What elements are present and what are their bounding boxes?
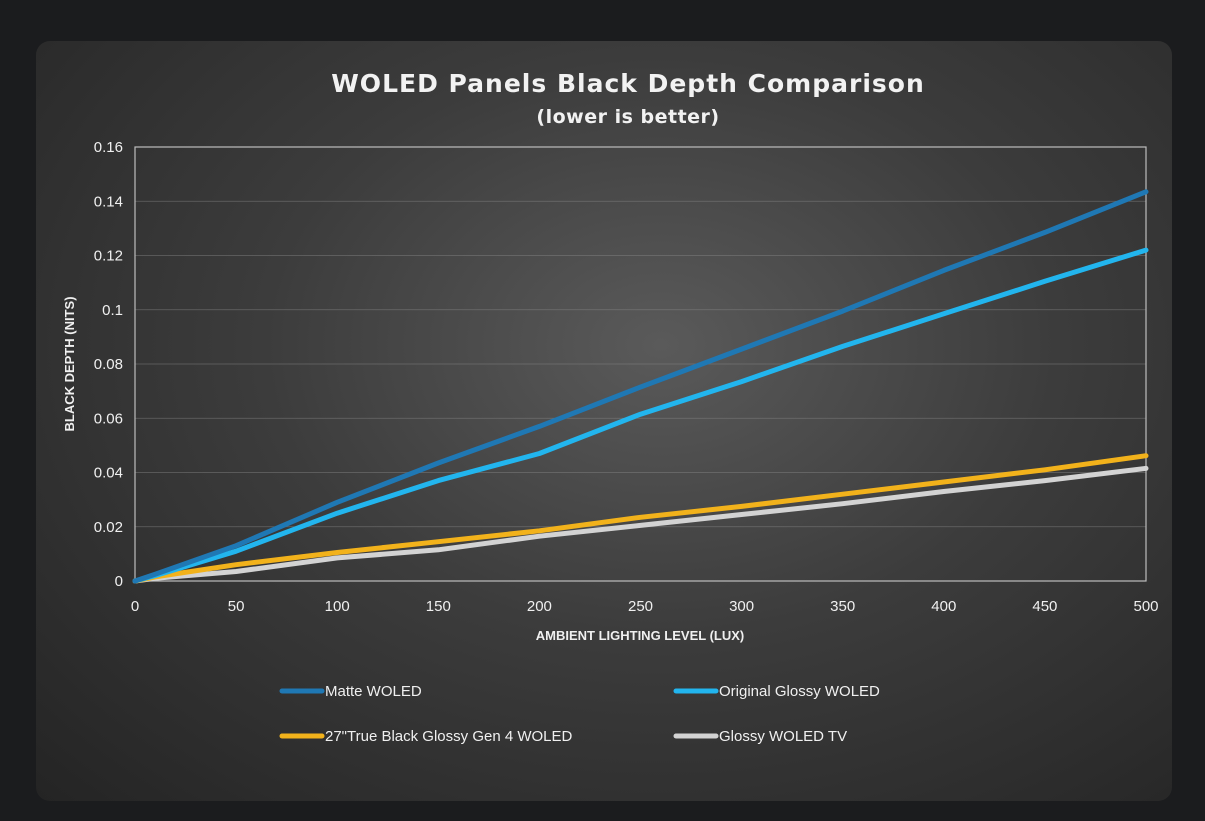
y-tick-label: 0 <box>115 573 123 590</box>
y-tick-labels: 0 0.02 0.04 0.06 0.08 0.1 0.12 0.14 0.16 <box>94 139 123 590</box>
legend-label-3: Glossy WOLED TV <box>719 728 847 745</box>
x-tick-label: 400 <box>931 598 956 615</box>
y-axis-label: BLACK DEPTH (NITS) <box>62 296 77 431</box>
y-tick-label: 0.02 <box>94 519 123 536</box>
series-layer <box>132 189 1149 584</box>
x-axis-label: AMBIENT LIGHTING LEVEL (LUX) <box>536 628 744 643</box>
chart-title: WOLED Panels Black Depth Comparison <box>331 69 925 98</box>
series-line-3 <box>132 465 1149 584</box>
chart-subtitle: (lower is better) <box>536 106 719 128</box>
plot-frame <box>134 146 1147 582</box>
series-line-1 <box>132 247 1149 584</box>
legend-label-1: Original Glossy WOLED <box>719 683 880 700</box>
x-tick-label: 250 <box>628 598 653 615</box>
x-tick-label: 300 <box>729 598 754 615</box>
y-tick-label: 0.12 <box>94 248 123 265</box>
series-line-2 <box>132 453 1149 584</box>
chart-card: WOLED Panels Black Depth Comparison (low… <box>36 41 1172 801</box>
legend-label-2: 27"True Black Glossy Gen 4 WOLED <box>325 728 573 745</box>
x-tick-label: 500 <box>1133 598 1158 615</box>
x-tick-label: 450 <box>1032 598 1057 615</box>
legend-label-0: Matte WOLED <box>325 683 422 700</box>
y-tick-label: 0.08 <box>94 356 123 373</box>
legend: Matte WOLED Original Glossy WOLED 27"True … <box>279 683 880 745</box>
y-tick-label: 0.04 <box>94 465 123 482</box>
y-tick-label: 0.1 <box>102 302 123 319</box>
x-tick-label: 150 <box>426 598 451 615</box>
x-tick-label: 200 <box>527 598 552 615</box>
y-tick-label: 0.06 <box>94 410 123 427</box>
x-tick-label: 50 <box>228 598 245 615</box>
chart-svg: WOLED Panels Black Depth Comparison (low… <box>62 69 1159 745</box>
y-tick-label: 0.14 <box>94 193 123 210</box>
grid-layer <box>135 200 1146 528</box>
x-tick-label: 350 <box>830 598 855 615</box>
x-tick-labels: 0 50 100 150 200 250 300 350 400 450 500 <box>131 598 1159 615</box>
y-tick-label: 0.16 <box>94 139 123 156</box>
series-line-0 <box>132 189 1149 584</box>
x-tick-label: 100 <box>325 598 350 615</box>
x-tick-label: 0 <box>131 598 139 615</box>
